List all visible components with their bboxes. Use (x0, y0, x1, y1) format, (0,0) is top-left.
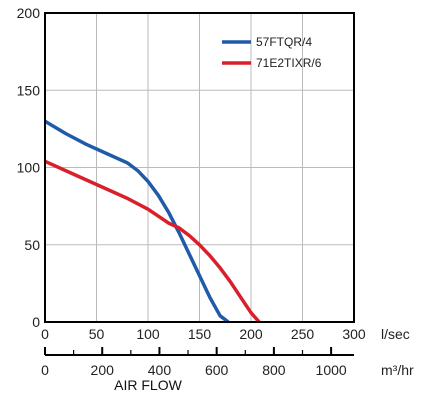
secondary-x-tick-label-1000: 1000 (316, 362, 347, 378)
x-tick-label-50: 50 (89, 326, 105, 342)
x-tick-label-300: 300 (342, 326, 366, 342)
series-line-71E2TIXR/6 (44, 159, 261, 324)
x-tick-labels: 0 50 100 150 200 250 300 (41, 326, 366, 342)
x-unit-label: l/sec (381, 326, 410, 342)
x-axis-title: AIR FLOW (114, 377, 182, 393)
secondary-x-ticks: 0 200 400 600 800 1000 (41, 347, 347, 378)
y-tick-label-100: 100 (17, 160, 41, 176)
legend-label-71E2TIXR/6: 71E2TIXR/6 (256, 56, 322, 70)
secondary-x-unit-label: m³/hr (381, 362, 414, 378)
y-tick-label-200: 200 (17, 5, 41, 21)
legend: 57FTQR/4 71E2TIXR/6 (222, 35, 322, 70)
y-tick-label-150: 150 (17, 82, 41, 98)
x-tick-label-250: 250 (291, 326, 315, 342)
secondary-x-tick-label-200: 200 (91, 362, 115, 378)
series-lines (44, 119, 261, 324)
series-line-57FTQR/4 (44, 119, 230, 324)
y-tick-label-0: 0 (32, 314, 40, 330)
plot-frame (44, 12, 355, 323)
x-tick-label-0: 0 (41, 326, 49, 342)
y-tick-label-50: 50 (24, 237, 40, 253)
legend-label-57FTQR/4: 57FTQR/4 (256, 35, 312, 49)
secondary-x-tick-label-0: 0 (41, 362, 49, 378)
x-tick-label-150: 150 (188, 326, 212, 342)
x-tick-label-100: 100 (136, 326, 160, 342)
x-tick-label-200: 200 (239, 326, 263, 342)
y-tick-labels: 0 50 100 150 200 (17, 5, 41, 330)
secondary-x-tick-label-800: 800 (262, 362, 286, 378)
secondary-x-tick-label-400: 400 (148, 362, 172, 378)
secondary-x-tick-label-600: 600 (205, 362, 229, 378)
